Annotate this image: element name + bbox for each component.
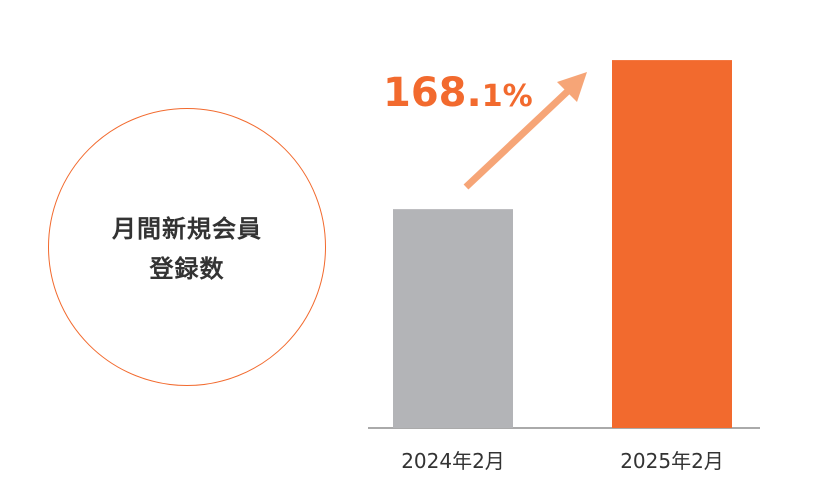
growth-arrow-icon xyxy=(463,72,587,190)
growth-value-main: 168. xyxy=(383,70,482,116)
x-tick-label: 2025年2月 xyxy=(620,449,724,473)
metric-circle: 月間新規会員 登録数 xyxy=(48,108,326,386)
bar-current xyxy=(612,60,732,429)
growth-percentage: 168.1% xyxy=(383,70,533,116)
metric-label-line2: 登録数 xyxy=(149,255,225,283)
growth-value-decimal: 1% xyxy=(481,79,533,114)
x-tick-label: 2024年2月 xyxy=(401,449,505,473)
metric-label-line1: 月間新規会員 xyxy=(112,215,262,243)
bar-previous xyxy=(393,209,513,428)
